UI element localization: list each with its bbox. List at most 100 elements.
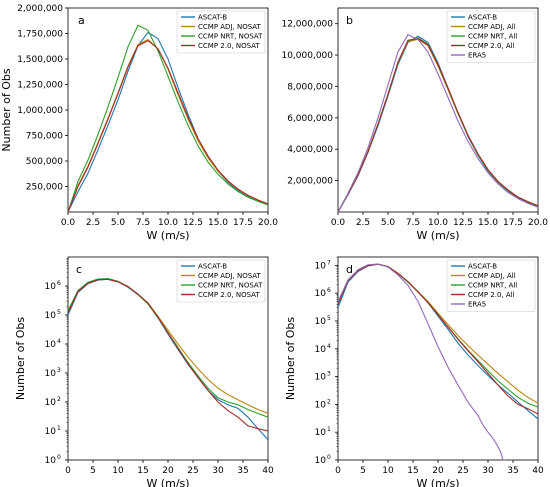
legend-label: ERA5 — [468, 52, 486, 60]
y-tick-label: 10 — [315, 317, 327, 327]
legend-box — [446, 10, 536, 63]
x-tick-label: 30 — [212, 466, 224, 476]
legend-label: CCMP ADJ, All — [468, 272, 516, 280]
legend-label: CCMP 2.0, NOSAT — [198, 291, 260, 299]
x-tick-label: 15.0 — [478, 218, 498, 228]
x-tick-label: 0.0 — [61, 218, 76, 228]
legend-label: CCMP NRT, NOSAT — [198, 282, 263, 290]
legend-label: ASCAT-B — [468, 14, 497, 22]
x-axis-label: W (m/s) — [416, 477, 459, 487]
y-tick-exponent: 3 — [327, 371, 331, 378]
y-tick-label: 10 — [315, 261, 327, 271]
x-tick-label: 40 — [532, 466, 544, 476]
series-line-3 — [68, 278, 268, 432]
series-line-1 — [68, 38, 268, 212]
y-tick-label: 1,000,000 — [17, 106, 63, 116]
y-axis-label: Number of Obs — [284, 317, 297, 400]
x-tick-label: 10.0 — [158, 218, 178, 228]
y-tick-exponent: 5 — [327, 315, 331, 322]
y-tick-label: 10 — [45, 311, 57, 321]
y-tick-label: 2,000,000 — [17, 4, 63, 14]
legend-label: CCMP ADJ, All — [468, 23, 516, 31]
legend-label: CCMP ADJ, NOSAT — [198, 272, 262, 280]
legend-box — [446, 259, 536, 312]
series-line-3 — [338, 263, 538, 415]
legend-label: ASCAT-B — [198, 14, 227, 22]
x-tick-label: 25 — [457, 466, 468, 476]
y-tick-exponent: 2 — [327, 398, 331, 405]
y-tick-label: 1,500,000 — [17, 55, 63, 65]
legend-label: CCMP 2.0, NOSAT — [198, 42, 260, 50]
series-line-0 — [68, 31, 268, 212]
y-tick-label: 1,250,000 — [17, 81, 63, 91]
x-tick-label: 30 — [482, 466, 494, 476]
y-tick-label: 10 — [315, 428, 327, 438]
x-tick-label: 10 — [112, 466, 124, 476]
x-tick-label: 10.0 — [428, 218, 448, 228]
x-tick-label: 15 — [137, 466, 148, 476]
x-tick-label: 17.5 — [233, 218, 253, 228]
y-tick-label: 10 — [45, 398, 57, 408]
x-tick-label: 5.0 — [381, 218, 396, 228]
y-tick-exponent: 3 — [57, 367, 61, 374]
y-tick-exponent: 0 — [327, 454, 331, 461]
panel-b: 0.0 2.5 5.0 7.5 10.0 12.5 15.0 17.5 20.0 2,000,00… — [281, 7, 548, 242]
x-tick-label: 0.0 — [331, 218, 346, 228]
x-tick-label: 40 — [262, 466, 274, 476]
y-tick-label: 10 — [45, 369, 57, 379]
y-tick-label: 750,000 — [26, 132, 63, 142]
x-axis-label: W (m/s) — [146, 229, 189, 242]
panel-letter: c — [76, 263, 82, 276]
panel-letter: d — [346, 263, 353, 276]
series-line-4 — [338, 263, 506, 460]
x-tick-label: 17.5 — [503, 218, 523, 228]
y-tick-label: 250,000 — [26, 183, 63, 193]
y-tick-label: 10 — [315, 400, 327, 410]
legend-box — [176, 10, 266, 54]
legend-box — [176, 259, 266, 303]
y-tick-exponent: 1 — [327, 426, 331, 433]
series-line-3 — [68, 39, 268, 212]
x-tick-label: 12.5 — [183, 218, 203, 228]
y-tick-exponent: 4 — [57, 338, 61, 345]
x-tick-label: 10 — [382, 466, 394, 476]
y-tick-exponent: 6 — [327, 287, 331, 294]
y-tick-label: 1,750,000 — [17, 30, 63, 40]
legend-label: ASCAT-B — [198, 263, 227, 271]
y-tick-exponent: 5 — [57, 309, 61, 316]
x-axis-label: W (m/s) — [146, 477, 189, 487]
y-tick-label: 10 — [315, 289, 327, 299]
y-tick-exponent: 7 — [327, 259, 331, 266]
legend-label: CCMP 2.0, All — [468, 291, 515, 299]
y-tick-label: 500,000 — [26, 157, 63, 167]
panel-letter: a — [78, 14, 85, 27]
y-tick-label: 10 — [315, 345, 327, 355]
x-tick-label: 0 — [65, 466, 71, 476]
y-tick-exponent: 4 — [327, 343, 331, 350]
y-tick-label: 10 — [315, 373, 327, 383]
series-line-3 — [338, 38, 538, 212]
panel-letter: b — [346, 14, 353, 27]
y-tick-label: 8,000,000 — [287, 82, 333, 92]
x-tick-label: 2.5 — [86, 218, 100, 228]
y-axis-label: Number of Obs — [14, 317, 27, 400]
x-tick-label: 5.0 — [111, 218, 126, 228]
y-tick-exponent: 2 — [57, 396, 61, 403]
x-tick-label: 12.5 — [453, 218, 473, 228]
x-tick-label: 20.0 — [258, 218, 278, 228]
y-tick-label: 6,000,000 — [287, 114, 333, 124]
y-tick-label: 10 — [45, 427, 57, 437]
series-line-4 — [338, 33, 538, 212]
y-tick-label: 4,000,000 — [287, 145, 333, 155]
legend-label: CCMP NRT, All — [468, 282, 517, 290]
legend-label: CCMP ADJ, NOSAT — [198, 23, 262, 31]
y-tick-label: 10 — [45, 282, 57, 292]
x-tick-label: 35 — [507, 466, 518, 476]
y-tick-label: 2,000,000 — [287, 177, 333, 187]
x-tick-label: 20 — [432, 466, 444, 476]
y-tick-label: 12,000,000 — [281, 20, 333, 30]
x-tick-label: 20 — [162, 466, 174, 476]
legend-label: CCMP NRT, All — [468, 33, 517, 41]
